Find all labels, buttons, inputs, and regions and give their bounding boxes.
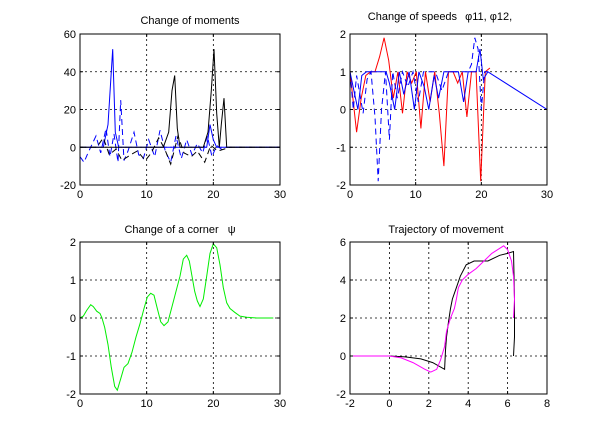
trajectory-xtick-label-4: 6 (505, 398, 511, 410)
plot-area-trajectory: -2 0 2 4 6 8 -2 0 2 4 6 (336, 237, 550, 410)
subplot-speeds: Change of speeds φ11, φ12, 0 10 20 30 -2 -1 0 1… (336, 11, 553, 201)
corner-ytick-label-1: -1 (66, 351, 76, 363)
subplot-corner: Change of a corner ψ 0 10 20 30 -2 -1 0 1 2 (66, 224, 286, 410)
speeds-xtick-label-3: 30 (541, 189, 553, 201)
speeds-ytick-label-3: 1 (340, 67, 346, 79)
trajectory-xtick-label-2: 2 (426, 398, 432, 410)
speeds-axes-background (350, 34, 547, 185)
moments-ytick-label-1: 0 (70, 142, 76, 154)
moments-series-line-3 (80, 134, 280, 166)
plot-title-corner: Change of a corner ψ (124, 224, 235, 236)
moments-xtick-label-3: 30 (274, 189, 286, 201)
speeds-ytick-label-2: 0 (340, 105, 346, 117)
corner-xtick-label-1: 10 (141, 398, 153, 410)
plot-area-speeds: 0 10 20 30 -2 -1 0 1 2 (336, 29, 553, 201)
corner-xtick-label-3: 30 (274, 398, 286, 410)
trajectory-xtick-label-1: 0 (386, 398, 392, 410)
trajectory-xtick-label-0: -2 (345, 398, 355, 410)
trajectory-series-line-0 (350, 250, 515, 371)
corner-xtick-label-2: 20 (207, 398, 219, 410)
moments-ytick-label-0: -20 (60, 180, 76, 192)
speeds-ytick-label-0: -2 (336, 180, 346, 192)
moments-series-line-1 (80, 100, 280, 164)
moments-ytick-label-2: 20 (64, 105, 76, 117)
speeds-series-line-2 (350, 37, 488, 182)
trajectory-ytick-label-3: 4 (340, 275, 346, 287)
plot-title-moments: Change of moments (140, 15, 240, 27)
moments-series-line-2 (80, 49, 280, 148)
speeds-xtick-label-1: 10 (410, 189, 422, 201)
plot-area-corner: 0 10 20 30 -2 -1 0 1 2 (66, 237, 286, 410)
corner-ytick-label-0: -2 (66, 389, 76, 401)
trajectory-ytick-label-2: 2 (340, 313, 346, 325)
trajectory-axes-background (350, 242, 547, 394)
subplot-trajectory: Trajectory of movement -2 0 2 4 6 8 -2 0 2 4 6 (336, 224, 550, 410)
speeds-ytick-label-4: 2 (340, 29, 346, 41)
trajectory-ytick-label-1: 0 (340, 351, 346, 363)
plot-title-corner-text: Change of a corner (124, 224, 219, 236)
trajectory-xtick-label-3: 4 (465, 398, 471, 410)
plot-title-speeds: Change of speeds φ11, φ12, (368, 11, 512, 23)
corner-ytick-label-3: 1 (70, 275, 76, 287)
trajectory-xtick-label-5: 8 (544, 398, 550, 410)
trajectory-ytick-label-0: -2 (336, 389, 346, 401)
corner-series-line-0 (80, 242, 274, 392)
speeds-xtick-label-2: 20 (475, 189, 487, 201)
corner-xtick-label-0: 0 (77, 398, 83, 410)
moments-xtick-label-1: 10 (141, 189, 153, 201)
trajectory-series-line-1 (350, 245, 516, 373)
plot-title-speeds-text: Change of speeds (368, 11, 458, 23)
speeds-xtick-label-0: 0 (347, 189, 353, 201)
speeds-ytick-label-1: -1 (336, 142, 346, 154)
trajectory-ytick-label-4: 6 (340, 237, 346, 249)
plot-title-trajectory: Trajectory of movement (388, 224, 503, 236)
plot-title-corner-symbol: ψ (228, 224, 236, 236)
corner-ytick-label-2: 0 (70, 313, 76, 325)
speeds-series-line-1 (350, 49, 547, 110)
plot-title-speeds-symbols: φ11, φ12, (465, 11, 512, 23)
moments-xtick-label-0: 0 (77, 189, 83, 201)
moments-ytick-label-4: 60 (64, 29, 76, 41)
corner-ytick-label-4: 2 (70, 237, 76, 249)
moments-xtick-label-2: 20 (207, 189, 219, 201)
moments-ytick-label-3: 40 (64, 67, 76, 79)
